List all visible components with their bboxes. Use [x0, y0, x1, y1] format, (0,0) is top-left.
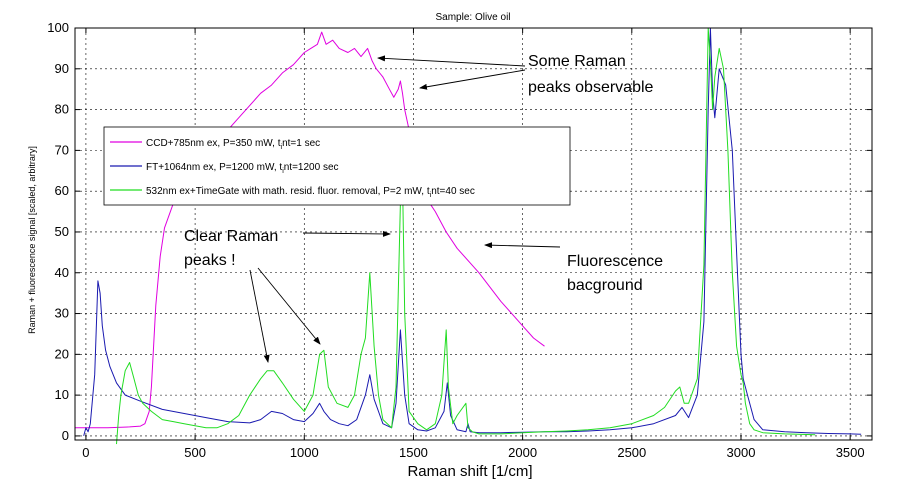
legend: CCD+785nm ex, P=350 mW, tint=1 sec FT+106… — [103, 126, 571, 206]
y-tick-label: 10 — [55, 387, 69, 402]
x-axis-label: Raman shift [1/cm] — [407, 463, 532, 480]
annotation-clear-peaks-line1: Clear Raman — [184, 228, 278, 245]
legend-label: FT+1064nm ex, P=1200 mW, tint=1200 sec — [146, 162, 339, 175]
legend-label: 532nm ex+TimeGate with math. resid. fluo… — [146, 186, 475, 199]
legend-box — [103, 126, 571, 206]
y-tick-label: 40 — [55, 265, 69, 280]
arrow-clear-peak-1440 — [302, 230, 391, 237]
x-tick-label: 0 — [82, 445, 89, 460]
annotation-arrows — [249, 55, 561, 363]
x-tick-label: 500 — [184, 445, 206, 460]
x-tick-label: 2000 — [508, 445, 537, 460]
annotation-raman-observable-line1: Some Raman — [528, 53, 626, 70]
tick-layer: 0 500 1000 1500 2000 2500 3000 3500 0 10 20 30 40 50 6… — [47, 20, 872, 460]
y-tick-label: 30 — [55, 306, 69, 321]
plot-area — [75, 28, 872, 440]
legend-items: CCD+785nm ex, P=350 mW, tint=1 sec FT+106… — [110, 138, 475, 199]
chart-title: Sample: Olive oil — [435, 12, 510, 23]
y-tick-label: 80 — [55, 102, 69, 117]
x-tick-label: 3500 — [836, 445, 865, 460]
y-tick-label: 70 — [55, 142, 69, 157]
arrow-clear-peak-850 — [249, 269, 270, 363]
arrow-raman-peak-1440 — [419, 69, 526, 90]
y-tick-label: 100 — [47, 20, 69, 35]
series-line-2 — [83, 27, 862, 437]
annotations: Some Raman peaks observable Clear Raman … — [184, 53, 663, 294]
y-tick-label: 20 — [55, 346, 69, 361]
y-axis-label: Raman + fluorescence signal [scaled, arb… — [27, 146, 37, 334]
legend-label: CCD+785nm ex, P=350 mW, tint=1 sec — [146, 138, 320, 151]
annotation-clear-peaks-line2: peaks ! — [184, 252, 236, 269]
annotation-fluorescence-line1: Fluorescence — [567, 253, 663, 270]
x-tick-label: 2500 — [617, 445, 646, 460]
arrow-raman-peak-1300 — [377, 55, 526, 67]
grid — [75, 27, 872, 440]
y-tick-label: 0 — [62, 428, 69, 443]
x-tick-label: 1000 — [290, 445, 319, 460]
arrow-fluorescence — [484, 242, 561, 249]
series-line-3 — [116, 27, 816, 445]
x-tick-label: 3000 — [727, 445, 756, 460]
axes-frame — [74, 27, 873, 441]
arrow-clear-peak-1080 — [257, 267, 321, 345]
annotation-raman-observable-line2: peaks observable — [528, 79, 654, 96]
y-tick-label: 60 — [55, 183, 69, 198]
y-tick-label: 90 — [55, 61, 69, 76]
annotation-fluorescence-line2: bacground — [567, 277, 643, 294]
x-tick-label: 1500 — [399, 445, 428, 460]
y-tick-label: 50 — [55, 224, 69, 239]
